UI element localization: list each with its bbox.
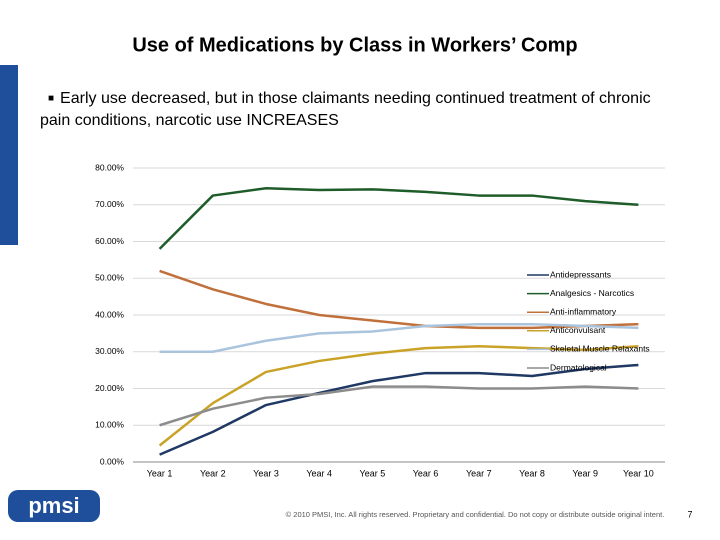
y-tick-label: 20.00% (95, 383, 124, 393)
x-tick-label: Year 4 (306, 468, 332, 478)
y-tick-label: 40.00% (95, 309, 124, 319)
legend-label: Anticonvulsant (550, 325, 606, 335)
y-tick-label: 30.00% (95, 346, 124, 356)
accent-bar (0, 65, 18, 245)
legend-label: Skeletal Muscle Relaxants (550, 344, 650, 354)
x-tick-label: Year 8 (519, 468, 545, 478)
logo-box (8, 490, 100, 522)
copyright: © 2010 PMSI, Inc. All rights reserved. P… (286, 510, 665, 519)
y-tick-label: 70.00% (95, 199, 124, 209)
y-tick-label: 0.00% (100, 456, 125, 466)
y-tick-label: 50.00% (95, 273, 124, 283)
legend-label: Antidepressants (550, 269, 611, 279)
logo: pmsi (28, 493, 79, 518)
bullet-text: Early use decreased, but in those claima… (40, 90, 651, 129)
x-tick-label: Year 7 (466, 468, 492, 478)
x-tick-label: Year 10 (623, 468, 654, 478)
series-line (159, 269, 639, 330)
series-line (159, 363, 639, 456)
legend-label: Dermatological (550, 362, 607, 372)
y-tick-label: 10.00% (95, 420, 124, 430)
plot: 0.00% 10.00% 20.00% 30.00% 40.00% 50.00% 60.00… (95, 162, 665, 478)
bullet: ■ Early use decreased, but in those claim… (40, 88, 680, 132)
slide-title: Use of Medications by Class in Workers’ … (132, 34, 577, 56)
x-tick-label: Year 9 (572, 468, 598, 478)
series-line (158, 186, 639, 250)
x-tick-label: Year 3 (253, 468, 279, 478)
series-line (158, 344, 639, 447)
legend-label: Analgesics - Narcotics (550, 288, 634, 298)
y-tick-label: 80.00% (95, 162, 124, 172)
bullet-marker: ■ (48, 93, 55, 104)
x-tick-label: Year 1 (147, 468, 173, 478)
legend-label: Anti-inflammatory (550, 306, 617, 316)
x-tick-label: Year 6 (413, 468, 439, 478)
series-line (159, 322, 639, 353)
x-tick-label: Year 2 (200, 468, 226, 478)
x-tick-label: Year 5 (360, 468, 386, 478)
bullet-box: ■ Early use decreased, but in those claim… (40, 88, 680, 132)
y-tick-label: 60.00% (95, 236, 124, 246)
series-line (159, 385, 639, 427)
page-number: 7 (687, 509, 692, 519)
